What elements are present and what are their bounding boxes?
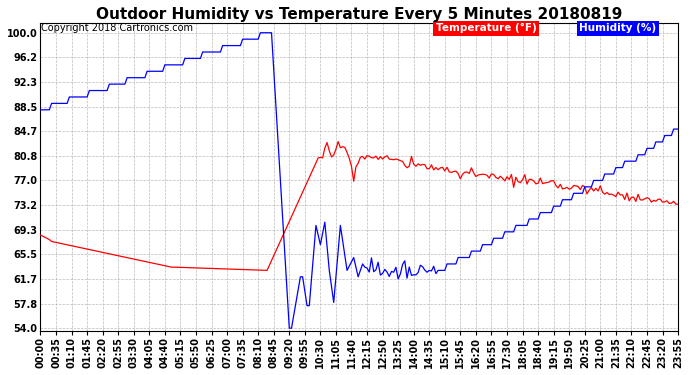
Title: Outdoor Humidity vs Temperature Every 5 Minutes 20180819: Outdoor Humidity vs Temperature Every 5 … (96, 7, 622, 22)
Text: Copyright 2018 Cartronics.com: Copyright 2018 Cartronics.com (41, 23, 193, 33)
Text: Temperature (°F): Temperature (°F) (436, 23, 537, 33)
Text: Humidity (%): Humidity (%) (579, 23, 656, 33)
